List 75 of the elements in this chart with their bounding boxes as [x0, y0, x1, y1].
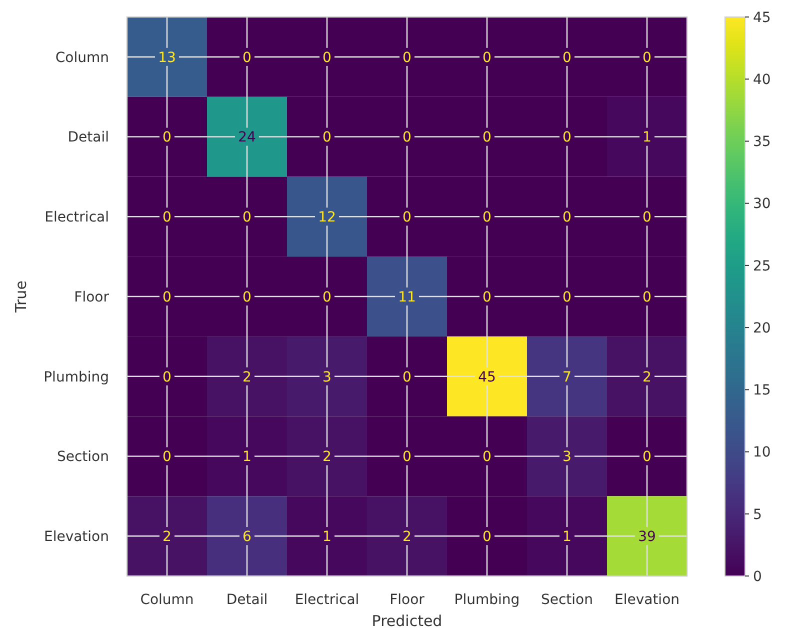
data-label: 0: [482, 50, 492, 66]
color-bar-label: 30: [753, 196, 771, 212]
y-tick-label: Column: [55, 50, 109, 66]
data-label: 0: [162, 369, 172, 386]
data-label: 0: [162, 289, 172, 306]
data-label: 1: [642, 130, 652, 146]
data-label: 24: [238, 130, 256, 146]
data-label: 0: [402, 449, 412, 466]
data-label: 1: [322, 528, 332, 545]
data-label: 2: [322, 449, 332, 466]
data-label: 0: [482, 210, 492, 226]
data-label: 0: [322, 50, 332, 66]
data-label: 0: [562, 210, 572, 226]
data-label: 3: [562, 449, 572, 466]
data-label: 0: [162, 449, 172, 466]
data-label: 0: [322, 289, 332, 306]
y-tick-label: Floor: [74, 289, 110, 306]
data-label: 0: [482, 289, 492, 306]
x-axis-title: Predicted: [372, 612, 442, 630]
color-bar-label: 40: [753, 72, 771, 88]
data-label: 0: [642, 210, 652, 226]
y-tick-label: Detail: [68, 130, 109, 146]
y-tick-label: Elevation: [44, 528, 109, 545]
color-bar-label: 35: [753, 134, 771, 150]
data-label: 0: [402, 50, 412, 66]
data-label: 0: [402, 130, 412, 146]
x-tick-label: Column: [140, 592, 194, 608]
data-label: 0: [642, 449, 652, 466]
color-bar-label: 20: [753, 320, 771, 336]
data-label: 1: [562, 528, 572, 545]
x-tick-label: Section: [540, 592, 594, 608]
data-label: 0: [642, 289, 652, 306]
color-bar-label: 25: [753, 258, 771, 274]
data-label: 3: [322, 369, 332, 386]
data-label: 2: [162, 528, 172, 545]
data-label: 7: [562, 369, 572, 386]
data-label: 39: [638, 528, 656, 545]
x-tick-label: Floor: [390, 592, 425, 608]
y-axis-title: True: [12, 280, 30, 314]
data-label: 0: [482, 528, 492, 545]
x-tick-label: Detail: [226, 592, 268, 608]
data-label: 1: [242, 449, 252, 466]
data-label: 2: [402, 528, 412, 545]
data-label: 45: [478, 369, 496, 386]
data-label: 0: [242, 210, 252, 226]
data-label: 0: [322, 130, 332, 146]
data-label: 6: [242, 528, 252, 545]
data-label: 13: [158, 50, 176, 66]
data-label: 0: [242, 289, 252, 306]
data-label: 0: [562, 130, 572, 146]
data-label: 11: [398, 289, 416, 306]
data-label: 0: [562, 50, 572, 66]
data-label: 12: [318, 210, 336, 226]
x-tick-label: Plumbing: [454, 592, 520, 608]
data-label: 0: [162, 210, 172, 226]
color-bar-label: 5: [753, 506, 762, 523]
color-bar-label: 15: [753, 382, 771, 399]
color-bar-label: 10: [753, 444, 771, 461]
data-label: 0: [242, 50, 252, 66]
data-label: 0: [562, 289, 572, 306]
data-label: 0: [162, 130, 172, 146]
color-bar-label: 0: [753, 568, 762, 585]
y-tick-label: Plumbing: [44, 369, 109, 386]
data-label: 0: [402, 210, 412, 226]
x-tick-label: Elevation: [614, 592, 680, 608]
y-tick-label: Electrical: [44, 210, 109, 226]
data-label: 2: [642, 369, 652, 386]
data-label: 0: [482, 130, 492, 146]
x-tick-label: Electrical: [294, 592, 360, 608]
data-label: 0: [642, 50, 652, 66]
data-label: 0: [402, 369, 412, 386]
data-label: 2: [242, 369, 252, 386]
y-tick-label: Section: [56, 449, 109, 466]
data-label: 0: [482, 449, 492, 466]
color-bar-label: 45: [753, 10, 771, 26]
